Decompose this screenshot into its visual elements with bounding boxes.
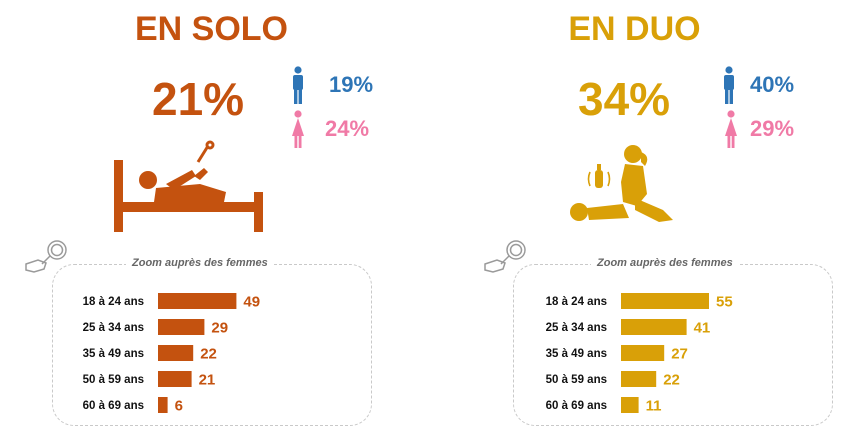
duo-female-percent: 29% xyxy=(750,116,795,141)
duo-title: EN DUO xyxy=(568,10,701,48)
solo-total-percent: 21% xyxy=(152,73,245,125)
solo-bar xyxy=(158,371,192,387)
duo-bar xyxy=(621,345,665,361)
solo-value-label: 6 xyxy=(175,398,183,415)
duo-category-label: 60 à 69 ans xyxy=(546,400,607,412)
solo-category-label: 60 à 69 ans xyxy=(83,400,144,412)
duo-category-label: 25 à 34 ans xyxy=(546,322,607,334)
duo-value-label: 11 xyxy=(646,398,662,415)
solo-category-label: 35 à 49 ans xyxy=(83,348,144,360)
solo-illustration xyxy=(114,140,263,232)
duo-category-label: 35 à 49 ans xyxy=(546,348,607,360)
duo-bar xyxy=(621,371,657,387)
duo-bar xyxy=(621,293,709,309)
solo-bar xyxy=(158,319,205,335)
solo-female-percent: 24% xyxy=(325,116,370,141)
duo-category-label: 50 à 59 ans xyxy=(546,374,607,386)
duo-value-label: 55 xyxy=(716,294,733,311)
duo-male-percent: 40% xyxy=(750,72,795,97)
solo-zoom-label: Zoom auprès des femmes xyxy=(126,257,274,269)
duo-panel: EN DUO 34% 40% 29% xyxy=(423,0,846,440)
solo-category-label: 50 à 59 ans xyxy=(83,374,144,386)
duo-value-label: 22 xyxy=(663,372,680,389)
duo-category-label: 18 à 24 ans xyxy=(546,296,607,308)
woman-icon xyxy=(725,110,737,148)
solo-value-label: 21 xyxy=(199,372,216,389)
duo-value-label: 27 xyxy=(671,346,688,363)
man-icon xyxy=(293,66,303,104)
magnifier-hand-icon xyxy=(484,240,526,273)
duo-age-bar-chart: 18 à 24 ans 55 25 à 34 ans 41 35 à 49 ans 27 5… xyxy=(546,293,733,415)
woman-icon xyxy=(292,110,304,148)
duo-bar xyxy=(621,319,687,335)
duo-bar xyxy=(621,397,639,413)
duo-zoom-label: Zoom auprès des femmes xyxy=(591,257,739,269)
duo-value-label: 41 xyxy=(694,320,711,337)
solo-title: EN SOLO xyxy=(134,10,289,48)
magnifier-hand-icon xyxy=(25,240,67,273)
solo-male-percent: 19% xyxy=(329,72,374,97)
solo-value-label: 49 xyxy=(243,294,260,311)
duo-total-percent: 34% xyxy=(578,73,671,125)
solo-value-label: 29 xyxy=(211,320,228,337)
solo-category-label: 18 à 24 ans xyxy=(83,296,144,308)
solo-value-label: 22 xyxy=(200,346,217,363)
duo-illustration xyxy=(570,145,673,222)
solo-bar xyxy=(158,397,168,413)
man-icon xyxy=(724,66,734,104)
solo-bar xyxy=(158,293,237,309)
solo-category-label: 25 à 34 ans xyxy=(83,322,144,334)
solo-bar xyxy=(158,345,194,361)
solo-age-bar-chart: 18 à 24 ans 49 25 à 34 ans 29 35 à 49 ans 22 5… xyxy=(83,293,260,415)
solo-panel: EN SOLO 21% 19% 24% xyxy=(0,0,423,440)
